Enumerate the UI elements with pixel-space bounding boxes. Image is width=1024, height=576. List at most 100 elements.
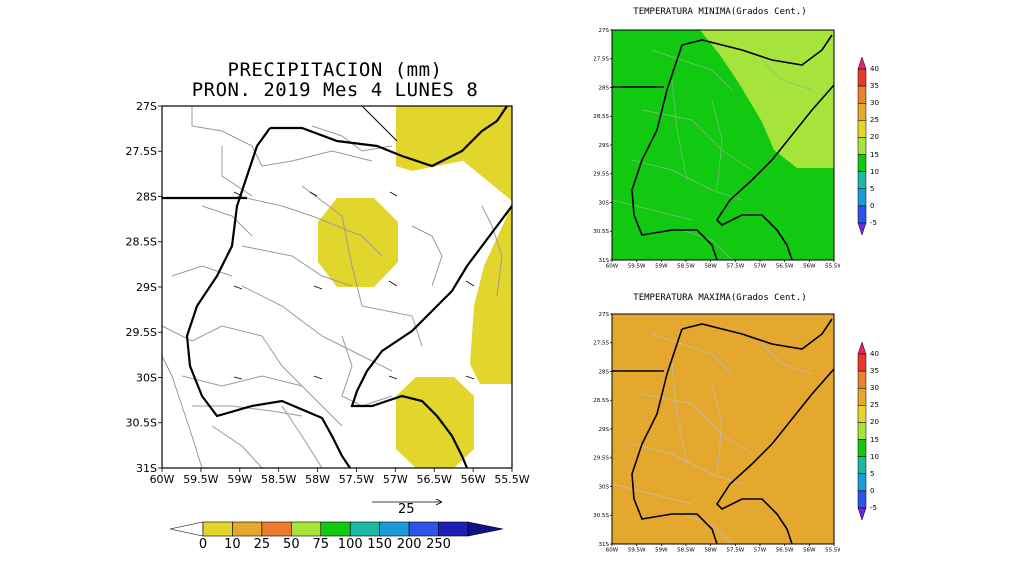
tmin-map: 27S 27.5S 28S 28.5S 29S 29.5S 30S 30.5S 31S 60W 5…: [593, 28, 840, 270]
temp-colorbar-label: 30: [870, 384, 879, 393]
temp-colorbar-label: 20: [870, 133, 879, 142]
wind-vectors: [233, 191, 475, 380]
colorbar-label: 75: [312, 537, 330, 552]
temp-colorbar-label: 10: [870, 167, 879, 176]
temp-colorbar-label: 40: [870, 350, 879, 358]
y-tick-label: 29S: [599, 143, 610, 149]
x-tick-label: 58W: [704, 548, 717, 554]
colorbar-label: 0: [198, 537, 208, 552]
x-tick-label: 57.5W: [339, 473, 374, 486]
x-tick-label: 58.5W: [677, 264, 695, 270]
y-tick-label: 30S: [136, 371, 157, 384]
x-tick-label: 56W: [461, 473, 486, 486]
department-boundaries: [161, 106, 503, 469]
x-tick-label: 56W: [803, 264, 816, 270]
colorbar-swatch: [857, 387, 867, 406]
y-tick-label: 28.5S: [126, 236, 157, 249]
colorbar-swatch: [438, 521, 469, 537]
temp-colorbar-label: -5: [870, 504, 877, 512]
y-tick-label: 28.5S: [593, 398, 609, 404]
colorbar-swatch: [291, 521, 322, 537]
colorbar-swatch: [857, 171, 867, 190]
x-tick-label: 57.5W: [726, 548, 744, 554]
temp-colorbar-label: 15: [870, 150, 879, 159]
colorbar-label: 25: [253, 537, 271, 552]
temp-colorbar-label: 15: [870, 435, 879, 444]
colorbar-label: 50: [283, 537, 300, 552]
colorbar-end-low: [857, 222, 867, 236]
x-tick-label: 57W: [754, 548, 767, 554]
x-tick-label: 59.5W: [628, 548, 646, 554]
y-tick-label: 31S: [599, 258, 610, 264]
colorbar-label: 150: [367, 537, 393, 552]
temp-colorbar-label: 35: [870, 367, 879, 376]
y-tick-label: 30.5S: [593, 513, 609, 519]
colorbar-swatch: [349, 521, 380, 537]
tmin-colorbar: [857, 56, 867, 236]
colorbar-end-high: [857, 56, 867, 70]
colorbar-swatch: [857, 490, 867, 509]
temp-colorbar-label: 10: [870, 452, 879, 461]
x-tick-label: 57W: [754, 264, 767, 270]
colorbar-label: 200: [396, 537, 422, 552]
temp-colorbar-label: 30: [870, 99, 879, 108]
tmax-map: 27S 27.5S 28S 28.5S 29S 29.5S 30S 30.5S 31S 60W 5…: [593, 312, 840, 554]
colorbar-label: 10: [224, 537, 241, 552]
colorbar-end-high: [857, 341, 867, 355]
temp-colorbar-label: 35: [870, 82, 879, 91]
precip-y-axis: 27S 27.5S 28S 28.5S 29S 29.5S 30S 30.5S 31S: [126, 100, 162, 475]
colorbar-swatch: [857, 102, 867, 121]
temp-colorbar-label: 5: [870, 469, 875, 478]
x-tick-label: 56.5W: [417, 473, 452, 486]
precip-area-center: [318, 198, 398, 287]
colorbar-swatch: [408, 521, 439, 537]
x-tick-label: 60W: [606, 548, 619, 554]
colorbar-swatch: [379, 521, 410, 537]
y-tick-label: 30S: [599, 484, 610, 490]
x-tick-label: 59W: [227, 473, 252, 486]
vector-scale-arrow: [372, 498, 443, 506]
y-tick-label: 30.5S: [126, 417, 157, 430]
colorbar-end-high: [467, 521, 504, 537]
colorbar-swatch: [857, 68, 867, 87]
y-tick-label: 28S: [599, 369, 610, 375]
x-tick-label: 55.5W: [825, 264, 840, 270]
colorbar-swatch: [857, 137, 867, 155]
colorbar-label: 100: [337, 537, 363, 552]
tmax-borders: [612, 318, 835, 545]
precip-title-line2: PRON. 2019 Mes 4 LUNES 8: [191, 79, 479, 101]
country-borders: [162, 105, 513, 469]
tmin-department-lines: [611, 49, 813, 261]
x-tick-label: 56.5W: [776, 264, 794, 270]
tmin-borders: [612, 34, 835, 261]
temp-colorbar-label: 25: [870, 401, 879, 410]
colorbar-swatch: [857, 473, 867, 492]
temp-colorbar-label: 40: [870, 65, 879, 73]
precip-x-axis: 60W 59.5W 59W 58.5W 58W 57.5W 57W 56.5W 56W 55.5W: [150, 468, 530, 486]
colorbar-swatch: [857, 120, 867, 138]
colorbar-swatch: [857, 456, 867, 475]
colorbar-swatch: [857, 85, 867, 104]
temp-colorbar-label: 25: [870, 116, 879, 125]
y-tick-label: 30.5S: [593, 229, 609, 235]
y-tick-label: 29S: [599, 427, 610, 433]
x-tick-label: 60W: [150, 473, 175, 486]
y-tick-label: 29S: [136, 281, 157, 294]
colorbar-swatch: [232, 521, 263, 537]
colorbar-swatch: [857, 405, 867, 423]
y-tick-label: 27.5S: [126, 145, 157, 158]
x-tick-label: 58.5W: [677, 548, 695, 554]
x-tick-label: 55.5W: [494, 473, 529, 486]
precip-map: 27S 27.5S 28S 28.5S 29S 29.5S 30S 30.5S 31S 60W 5…: [126, 100, 530, 486]
x-tick-label: 57.5W: [726, 264, 744, 270]
tmin-title: TEMPERATURA MINIMA(Grados Cent.): [633, 7, 807, 17]
colorbar-swatch: [857, 370, 867, 389]
colorbar-swatch: [857, 439, 867, 457]
colorbar-label: 250: [426, 537, 451, 552]
y-tick-label: 29.5S: [593, 172, 609, 178]
y-tick-label: 31S: [136, 462, 157, 475]
colorbar-swatch: [857, 188, 867, 207]
tmax-department-lines: [611, 333, 813, 545]
colorbar-end-low: [857, 507, 867, 521]
colorbar-swatch: [857, 353, 867, 372]
